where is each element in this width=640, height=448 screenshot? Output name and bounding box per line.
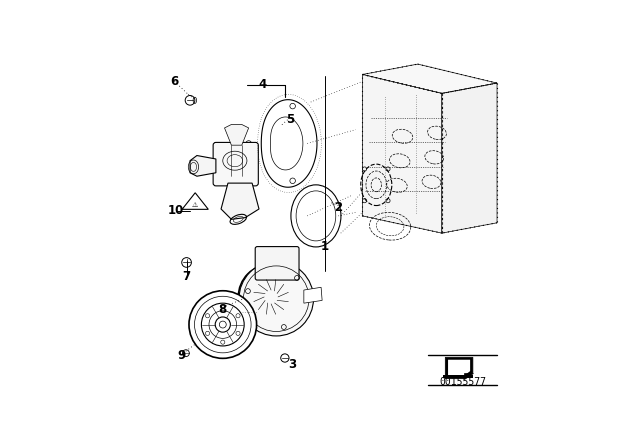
Circle shape bbox=[185, 95, 195, 105]
Polygon shape bbox=[443, 375, 473, 378]
Text: 9: 9 bbox=[177, 349, 186, 362]
Text: 4: 4 bbox=[259, 78, 267, 91]
Polygon shape bbox=[442, 83, 497, 233]
Text: 7: 7 bbox=[182, 270, 191, 283]
Polygon shape bbox=[190, 155, 216, 176]
FancyBboxPatch shape bbox=[255, 246, 299, 280]
Polygon shape bbox=[362, 64, 497, 94]
Circle shape bbox=[238, 264, 304, 330]
Text: 10: 10 bbox=[168, 204, 184, 217]
Circle shape bbox=[182, 258, 191, 267]
Text: ⚠: ⚠ bbox=[192, 202, 198, 207]
Circle shape bbox=[189, 291, 257, 358]
Text: 6: 6 bbox=[170, 75, 179, 88]
Text: 5: 5 bbox=[286, 113, 294, 126]
Text: 1: 1 bbox=[321, 241, 328, 254]
Text: 3: 3 bbox=[288, 358, 296, 371]
Polygon shape bbox=[445, 358, 473, 379]
Text: 8: 8 bbox=[219, 302, 227, 315]
Polygon shape bbox=[225, 125, 249, 145]
Text: 00155577: 00155577 bbox=[439, 377, 486, 387]
Polygon shape bbox=[221, 183, 259, 220]
Polygon shape bbox=[448, 360, 470, 376]
Circle shape bbox=[182, 350, 189, 357]
Circle shape bbox=[239, 262, 314, 336]
Polygon shape bbox=[362, 74, 442, 233]
Polygon shape bbox=[304, 287, 322, 303]
Polygon shape bbox=[464, 373, 473, 379]
Circle shape bbox=[281, 354, 289, 362]
FancyBboxPatch shape bbox=[213, 142, 259, 186]
Polygon shape bbox=[182, 193, 208, 209]
Text: 2: 2 bbox=[334, 201, 342, 214]
